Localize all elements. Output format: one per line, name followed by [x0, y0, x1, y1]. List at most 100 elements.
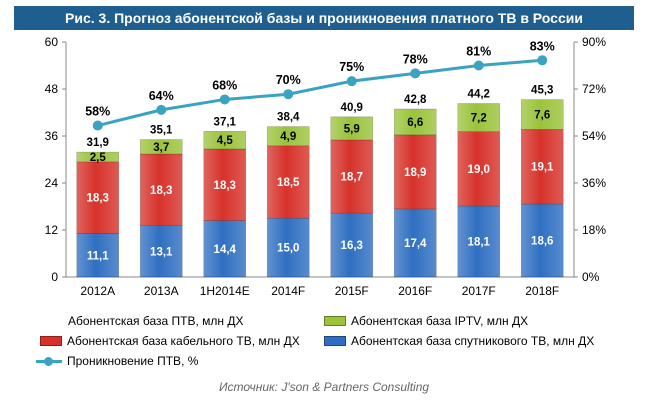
- bar-total-label: 38,4: [277, 112, 300, 124]
- legend-label-iptv: Абонентская база IPTV, млн ДХ: [351, 314, 529, 328]
- bar-satellite: [76, 233, 120, 278]
- bar-iptv: [266, 126, 310, 147]
- bar-cable: [393, 134, 437, 210]
- legend-swatch-iptv: [324, 316, 346, 326]
- legend-label-cable: Абонентская база кабельного ТВ, млн ДХ: [67, 334, 300, 348]
- penetration-label: 83%: [530, 39, 555, 53]
- source-note: Источник: J'son & Partners Consulting: [218, 380, 430, 394]
- bar-total-label: 37,1: [214, 116, 237, 128]
- bar-satellite: [266, 217, 310, 278]
- x-tick-label: 2013А: [144, 284, 179, 298]
- penetration-point: [473, 60, 484, 71]
- y-left-tick-label: 36: [45, 129, 59, 143]
- penetration-label: 68%: [212, 78, 237, 92]
- bar-label-iptv: 2,5: [90, 152, 107, 164]
- bar-label-cable: 18,7: [341, 172, 363, 184]
- y-right-tick-label: 18%: [582, 223, 606, 237]
- legend-swatch-cable: [40, 336, 62, 346]
- y-right-tick-label: 72%: [582, 82, 606, 96]
- x-tick-label: 2015F: [335, 284, 369, 298]
- bar-label-satellite: 18,1: [468, 237, 491, 249]
- penetration-point: [283, 89, 294, 100]
- legend-item-penetration: Проникновение ПТВ, %: [36, 354, 198, 368]
- bar-cable: [76, 161, 120, 234]
- legend-item-total: Абонентская база ПТВ, млн ДХ: [68, 314, 243, 328]
- legend-label-penetration: Проникновение ПТВ, %: [67, 354, 199, 368]
- legend-item-satellite: Абонентская база спутникового ТВ, млн ДХ: [324, 334, 594, 348]
- bar-iptv: [393, 108, 437, 136]
- bar-cable: [520, 129, 564, 205]
- penetration-point: [219, 94, 230, 105]
- x-tick-label: 1H2014E: [200, 284, 250, 298]
- bar-satellite: [520, 203, 564, 278]
- x-tick-label: 2014F: [271, 284, 305, 298]
- legend-swatch-penetration: [36, 356, 62, 366]
- bar-total-label: 31,9: [87, 137, 109, 149]
- x-tick-label: 2018F: [525, 284, 559, 298]
- y-right-tick-label: 90%: [582, 35, 606, 49]
- legend-label-satellite: Абонентская база спутникового ТВ, млн ДХ: [351, 334, 595, 348]
- legend-label-total: Абонентская база ПТВ, млн ДХ: [68, 314, 244, 328]
- bar-satellite: [393, 208, 437, 278]
- y-left-tick-label: 48: [45, 82, 59, 96]
- y-left-tick-label: 0: [51, 270, 58, 284]
- penetration-label: 64%: [149, 89, 174, 103]
- bar-label-cable: 18,3: [214, 180, 236, 192]
- bar-label-iptv: 6,6: [407, 117, 423, 129]
- bar-label-iptv: 7,6: [534, 109, 550, 121]
- y-left-tick-label: 60: [45, 35, 59, 49]
- bar-label-cable: 18,3: [150, 185, 172, 197]
- y-right-tick-label: 36%: [582, 176, 606, 190]
- bar-label-cable: 19,0: [468, 164, 490, 176]
- bar-cable: [139, 153, 183, 226]
- bar-cable: [266, 145, 310, 219]
- penetration-label: 70%: [276, 73, 301, 87]
- bar-label-satellite: 13,1: [150, 246, 173, 258]
- bar-label-iptv: 4,9: [280, 131, 296, 143]
- bar-label-iptv: 3,7: [153, 142, 169, 154]
- penetration-point: [156, 104, 167, 115]
- bar-label-iptv: 5,9: [344, 123, 360, 135]
- bar-satellite: [203, 220, 247, 278]
- bar-label-cable: 18,9: [404, 167, 426, 179]
- penetration-label: 81%: [466, 45, 491, 59]
- bar-iptv: [139, 139, 183, 155]
- bar-label-satellite: 16,3: [341, 240, 363, 252]
- legend-swatch-satellite: [324, 336, 346, 346]
- bar-label-satellite: 11,1: [87, 250, 109, 262]
- penetration-point: [410, 68, 421, 79]
- bar-iptv: [76, 151, 120, 163]
- bar-label-satellite: 14,4: [214, 244, 237, 256]
- penetration-line: [97, 58, 543, 128]
- y-left-tick-label: 24: [45, 176, 59, 190]
- bar-iptv: [457, 103, 501, 132]
- bar-iptv: [520, 99, 564, 130]
- bar-cable: [203, 148, 247, 221]
- chart-svg: 0 12 24 36 48 60 0% 18% 36% 54% 72% 90% 11,1 18,3 2,5 3…: [45, 35, 607, 298]
- penetration-label: 58%: [85, 105, 110, 119]
- penetration-label: 75%: [339, 60, 364, 74]
- penetration-point: [92, 120, 103, 131]
- x-tick-label: 2016F: [398, 284, 432, 298]
- bar-label-iptv: 4,5: [217, 135, 234, 147]
- y-right-tick-label: 54%: [582, 129, 606, 143]
- bar-label-iptv: 7,2: [471, 113, 487, 125]
- bar-total-label: 35,1: [150, 125, 173, 137]
- bar-total-label: 40,9: [341, 102, 363, 114]
- bar-total-label: 44,2: [468, 88, 490, 100]
- bar-satellite: [139, 225, 183, 278]
- penetration-label: 78%: [403, 52, 428, 66]
- legend-item-iptv: Абонентская база IPTV, млн ДХ: [324, 314, 528, 328]
- bar-total-label: 42,8: [404, 94, 427, 106]
- bar-label-satellite: 17,4: [404, 238, 427, 250]
- legend-item-cable: Абонентская база кабельного ТВ, млн ДХ: [40, 334, 300, 348]
- bar-iptv: [330, 116, 374, 141]
- bar-satellite: [330, 212, 374, 278]
- bar-label-cable: 18,3: [87, 193, 109, 205]
- bar-label-cable: 18,5: [277, 177, 300, 189]
- x-tick-label: 2012А: [80, 284, 115, 298]
- bar-cable: [330, 139, 374, 214]
- bar-iptv: [203, 131, 247, 150]
- y-right-tick-label: 0%: [582, 270, 600, 284]
- bar-label-satellite: 18,6: [531, 236, 553, 248]
